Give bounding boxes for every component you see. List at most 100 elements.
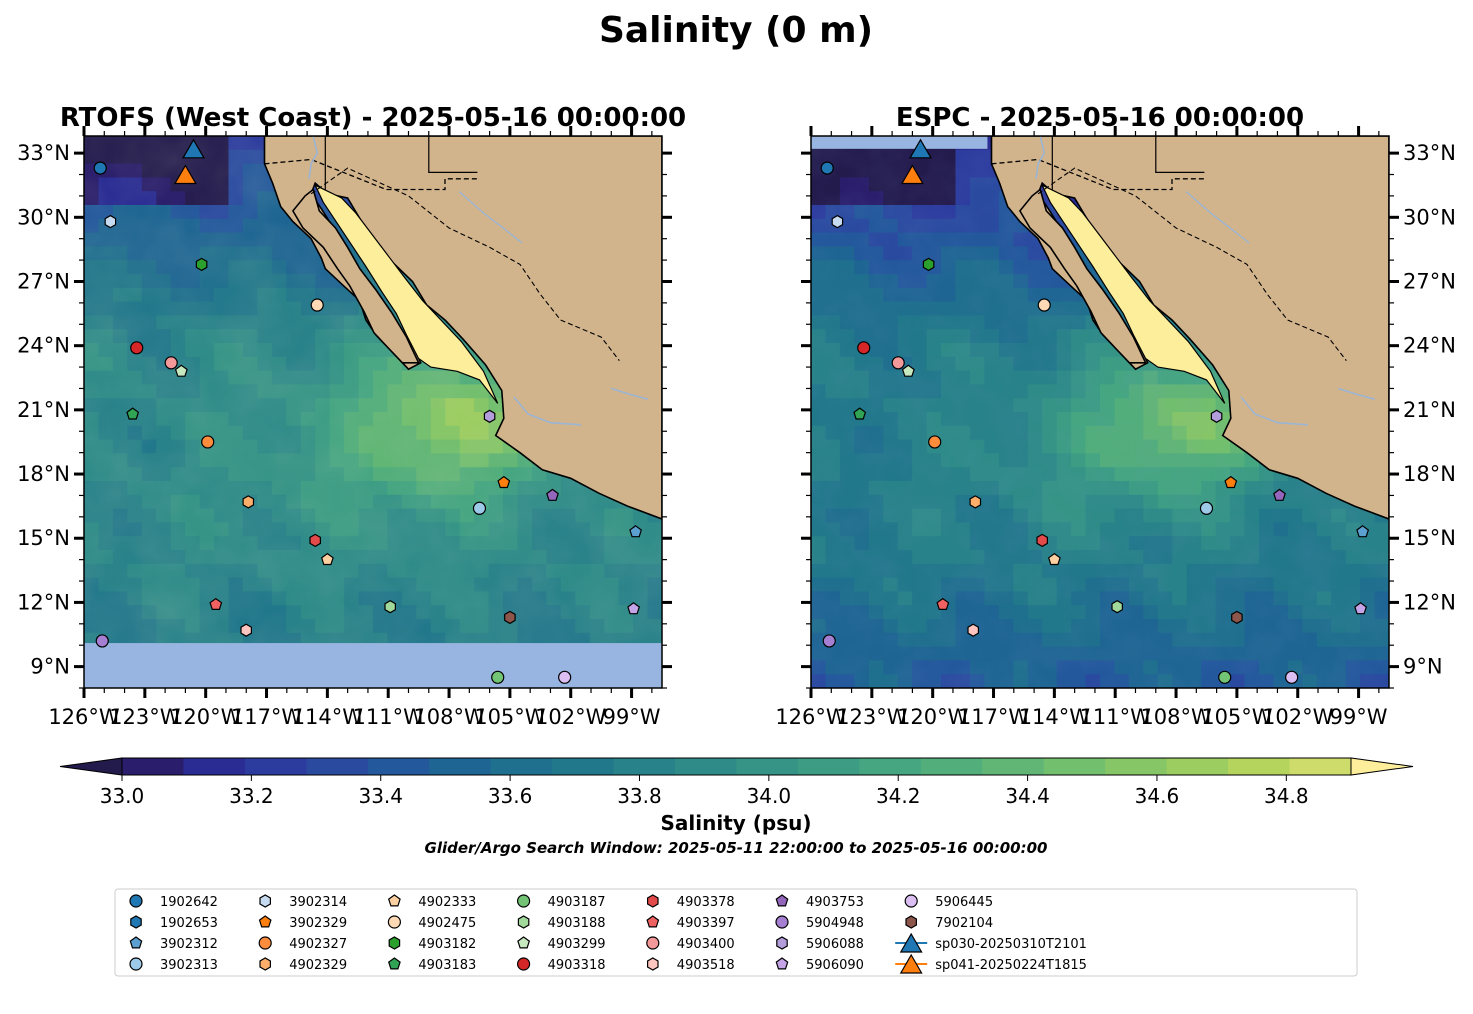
marker-4903518	[967, 623, 980, 637]
land-baja	[291, 188, 420, 364]
legend-item: 4903318	[516, 957, 606, 973]
river	[1185, 191, 1250, 244]
marker-1902642	[93, 161, 107, 175]
legend-item: 4903397	[646, 915, 735, 931]
marker-4903188	[1111, 600, 1124, 614]
y-tick-label: 9°N	[1403, 655, 1443, 679]
marker-4903378	[309, 533, 321, 548]
missing-data-band	[811, 136, 988, 149]
float-markers	[93, 138, 643, 684]
marker-5906090	[627, 602, 641, 615]
marker-1902642	[820, 161, 834, 175]
marker-4903753	[546, 488, 559, 501]
legend-marker	[258, 936, 272, 950]
legend-item: 3902312	[129, 936, 218, 952]
x-tick-label: 120°W	[897, 705, 969, 729]
gulf-of-california	[1040, 183, 1226, 404]
marker-4902333	[320, 552, 334, 566]
y-tick-label: 12°N	[1403, 590, 1456, 614]
legend-label: 3902314	[289, 895, 347, 910]
colorbar-extend-max	[1350, 757, 1414, 776]
legend-label: 5906090	[806, 958, 864, 973]
colorbar-segment	[1228, 758, 1290, 775]
legend-marker	[775, 894, 789, 907]
marker-4903182	[922, 257, 935, 272]
legend-marker	[775, 957, 789, 970]
legend-marker	[646, 894, 659, 908]
legend-item: 4903182	[388, 936, 476, 952]
marker-3902312	[629, 525, 643, 538]
river	[513, 396, 581, 426]
x-tick-label: 102°W	[1262, 705, 1334, 729]
legend-label: 4902333	[418, 895, 476, 910]
colorbar-segment	[1043, 758, 1106, 775]
legend-marker	[516, 957, 531, 971]
legend-label: 4902475	[418, 916, 476, 931]
colorbar-tick-label: 34.4	[1005, 784, 1050, 808]
colorbar-segment	[429, 758, 492, 775]
x-tick-label: 99°W	[603, 705, 661, 729]
legend-item: 4903299	[517, 936, 606, 952]
state-line	[428, 136, 478, 173]
colorbar-tick-label: 34.0	[747, 784, 792, 808]
legend-label: 4903378	[677, 895, 735, 910]
state-border	[310, 167, 620, 362]
y-tick-label: 15°N	[1403, 526, 1456, 550]
river	[1338, 387, 1376, 400]
x-tick-label: 105°W	[474, 705, 546, 729]
colorbar-segment	[490, 758, 553, 775]
colorbar-frame	[121, 757, 1352, 776]
colorbar: 33.0 33.2 33.4 33.6 33.8 34.0 34.2 34.4 34.6 34.8	[59, 757, 1414, 808]
marker-4903397	[209, 597, 223, 611]
marker-3902329	[497, 475, 511, 489]
legend-marker	[259, 957, 271, 971]
marker-4902475	[310, 298, 324, 312]
colorbar-tick-label: 34.8	[1264, 784, 1309, 808]
marker-sp041-20250224T1815	[173, 164, 197, 185]
salinity-field	[84, 136, 662, 688]
colorbar-segment	[306, 758, 369, 775]
panel-espc: 126°W123°W120°W117°W114°W111°W108°W105°W…	[775, 103, 1456, 729]
legend-label: 4902329	[289, 958, 347, 973]
land-baja	[1018, 188, 1147, 364]
legend-item: 7902104	[905, 915, 993, 931]
marker-4903518	[240, 623, 252, 637]
legend-marker	[646, 957, 659, 971]
colorbar-segment	[675, 758, 737, 775]
marker-4903318	[857, 341, 871, 355]
legend-item: 4903188	[517, 915, 606, 931]
colorbar-label: Salinity (psu)	[660, 811, 811, 835]
colorbar-extend-min	[59, 757, 123, 776]
legend-label: 5906445	[935, 895, 993, 910]
marker-4902333	[1047, 552, 1061, 566]
marker-4902327	[928, 435, 942, 449]
marker-5906088	[1210, 409, 1223, 423]
x-tick-label: 126°W	[48, 705, 120, 729]
marker-3902329	[1224, 475, 1238, 489]
ticks	[801, 126, 1399, 698]
river	[1035, 136, 1046, 179]
marker-5906090	[1354, 602, 1368, 615]
legend-label: 4903299	[548, 937, 606, 952]
map-frame	[810, 135, 1390, 689]
ticks	[74, 126, 672, 698]
marker-4903187	[1218, 670, 1232, 684]
legend-marker	[517, 936, 531, 949]
marker-5906445	[1285, 670, 1299, 684]
colorbar-tick-label: 34.2	[876, 784, 921, 808]
state-line	[1155, 136, 1205, 173]
legend-item: 3902314	[259, 894, 347, 910]
legend-marker	[646, 915, 660, 928]
marker-4903188	[384, 600, 396, 614]
legend-label: 5904948	[806, 916, 864, 931]
marker-4903182	[195, 257, 208, 272]
float-markers	[820, 138, 1370, 684]
x-tick-label: 126°W	[775, 705, 847, 729]
legend-item: 4903187	[516, 894, 606, 910]
legend-label: 4902327	[289, 937, 347, 952]
marker-4903400	[164, 356, 178, 370]
x-tick-label: 117°W	[958, 705, 1030, 729]
x-tick-label: 111°W	[353, 705, 425, 729]
gulf-of-california	[313, 183, 499, 404]
